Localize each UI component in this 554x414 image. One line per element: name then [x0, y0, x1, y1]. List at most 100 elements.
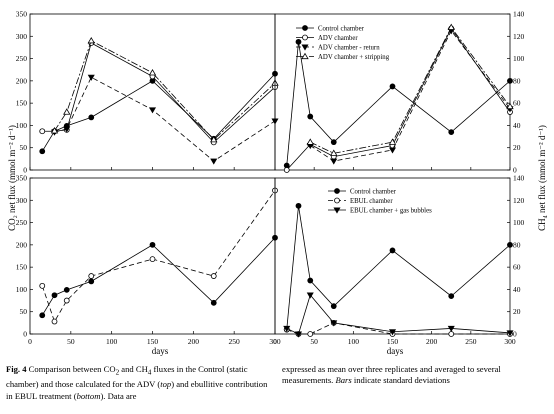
caption-left: Fig. 4 Comparison between CO2 and CH4 fl…: [6, 364, 268, 402]
data-point: [294, 331, 303, 338]
x-tick-label: 200: [188, 337, 200, 346]
legend-label: ADV chamber: [318, 35, 358, 42]
x-tick-label: 300: [269, 337, 281, 346]
series-line: [42, 42, 276, 143]
x-tick-label: 50: [310, 337, 318, 346]
y-tick-label: 40: [513, 121, 521, 130]
panel-top-right: 0 20 40 60 80 100 120 140 Control chamber ADV cha…: [274, 10, 525, 175]
x-axis-label-left: days: [152, 346, 169, 356]
x-tick-label: 250: [465, 337, 477, 346]
y-tick-label: 140: [513, 174, 525, 183]
data-point: [148, 107, 157, 114]
data-point: [330, 158, 338, 165]
caption-subscript: 2: [115, 368, 120, 377]
data-point: [389, 83, 396, 90]
panel-frame: [29, 177, 276, 335]
y-tick-label: 250: [16, 218, 28, 227]
data-point: [330, 320, 338, 327]
data-point: [63, 108, 71, 115]
x-tick-label: 0: [28, 337, 32, 346]
data-point: [63, 126, 71, 133]
legend-marker: [333, 207, 341, 214]
data-point: [448, 129, 455, 136]
y-tick-label: 50: [20, 307, 28, 316]
data-point: [388, 329, 397, 336]
data-point: [307, 277, 314, 284]
data-point: [389, 247, 396, 254]
x-tick-label: 150: [387, 337, 399, 346]
y-tick-label: 0: [23, 330, 27, 339]
y-tick-label: 100: [513, 218, 525, 227]
data-point: [330, 139, 337, 146]
data-point: [51, 318, 58, 325]
caption-text: Comparison between CO: [26, 364, 116, 374]
y-tick-label: 150: [16, 99, 28, 108]
legend-label: Control chamber: [350, 189, 397, 196]
data-point: [388, 138, 397, 145]
x-axis-label-right: days: [387, 346, 404, 356]
series-line: [54, 40, 276, 141]
data-point: [306, 138, 314, 145]
y-tick-label: 100: [16, 285, 28, 294]
caption-subscript: 4: [147, 368, 152, 377]
y-tick-label: 200: [16, 76, 28, 85]
y-tick-label: 80: [513, 240, 521, 249]
caption-text: expressed as mean over three replicates …: [282, 364, 501, 386]
data-point: [506, 102, 514, 110]
legend-marker: [302, 34, 308, 41]
data-point: [88, 273, 95, 279]
legend-label: ADV chamber + stripping: [318, 54, 390, 61]
data-point: [307, 331, 314, 337]
data-point: [388, 147, 397, 154]
caption-right: expressed as mean over three replicates …: [282, 364, 550, 387]
data-point: [507, 77, 513, 84]
y-tick-label: 0: [513, 330, 517, 339]
data-point: [307, 113, 314, 120]
data-point: [63, 297, 70, 304]
x-tick-label: 0: [273, 337, 277, 346]
caption-text: ). Data are: [100, 390, 137, 401]
panel-top-left: 0 50 100 150 200 250 300 350: [16, 10, 279, 175]
y-tick-label: 140: [513, 10, 525, 19]
data-point: [447, 23, 455, 30]
data-point: [51, 292, 58, 299]
data-point: [149, 241, 156, 248]
data-point: [295, 202, 302, 209]
y-tick-label: 40: [513, 285, 521, 294]
data-point: [39, 148, 46, 155]
caption-italic-bars: Bars: [335, 375, 352, 386]
data-point: [39, 128, 46, 135]
series-line: [286, 205, 511, 330]
x-tick-label: 150: [147, 337, 159, 346]
panel-bottom-left: 0 50 100 150 200 250 300 350 0 50 100 150 200 250 300: [16, 174, 281, 347]
y-tick-label: 350: [16, 174, 28, 183]
caption-text: fluxes in the Control (static chamber) a…: [6, 364, 248, 390]
series-line: [41, 73, 276, 152]
series-line: [286, 294, 511, 335]
legend-marker: [301, 52, 309, 60]
data-point: [50, 126, 59, 134]
legend-label: ADV chamber - return: [318, 45, 380, 52]
x-tick-label: 250: [229, 337, 241, 346]
y-tick-label: 150: [16, 263, 28, 272]
caption-figure-label: Fig. 4: [6, 364, 27, 374]
legend-marker: [302, 25, 308, 31]
caption-text: indicate standard deviations: [351, 375, 450, 386]
y-tick-label: 300: [16, 196, 28, 205]
y-tick-label: 80: [513, 76, 521, 85]
y-tick-label: 60: [513, 263, 521, 272]
data-point: [210, 158, 218, 165]
x-tick-label: 300: [504, 337, 516, 346]
y-tick-label: 250: [16, 54, 28, 63]
series-line: [54, 76, 276, 162]
data-point: [210, 299, 217, 306]
x-tick-label: 100: [348, 337, 360, 346]
series-line: [286, 27, 511, 171]
data-point: [330, 149, 338, 156]
y-tick-label: 0: [23, 166, 27, 175]
series-line: [310, 26, 511, 154]
y-tick-label: 120: [513, 196, 525, 205]
y-tick-label: 100: [513, 54, 525, 63]
y-tick-label: 20: [513, 143, 521, 152]
legend-label: Control chamber: [318, 26, 365, 33]
